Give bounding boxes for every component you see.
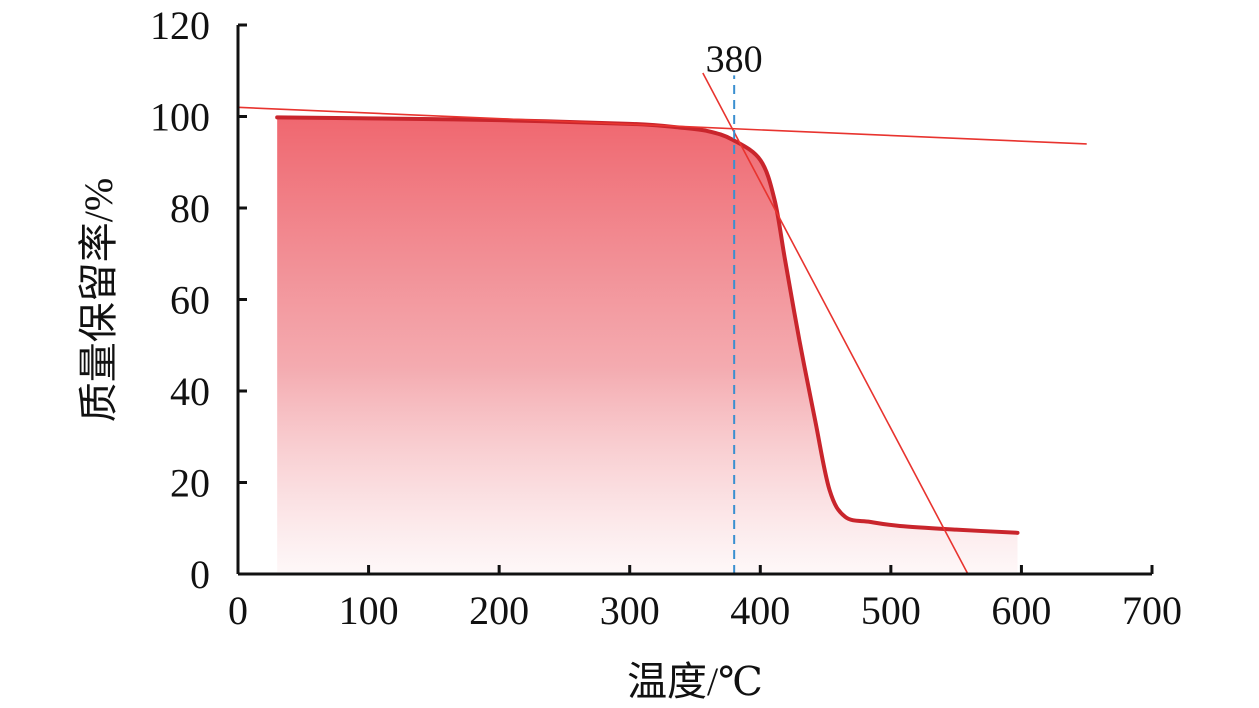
y-tick-label: 120 [150,3,210,48]
x-tick-label: 0 [228,588,248,633]
y-tick-label: 0 [190,552,210,597]
x-tick-label: 600 [991,588,1051,633]
y-tick-label: 60 [170,278,210,323]
x-tick-label: 300 [600,588,660,633]
y-tick-label: 100 [150,95,210,140]
y-axis-label: 质量保留率/% [76,178,121,422]
x-tick-label: 200 [469,588,529,633]
y-tick-label: 20 [170,461,210,506]
x-tick-label: 400 [730,588,790,633]
x-tick-label: 700 [1122,588,1182,633]
x-axis-label: 温度/℃ [627,659,763,704]
tangent-line [237,106,1087,145]
tangent-line [702,72,969,575]
marker-label: 380 [706,38,763,80]
x-tick-label: 500 [861,588,921,633]
y-tick-label: 80 [170,186,210,231]
x-tick-label: 100 [339,588,399,633]
series-fill-area [277,117,1018,572]
y-tick-label: 40 [170,369,210,414]
